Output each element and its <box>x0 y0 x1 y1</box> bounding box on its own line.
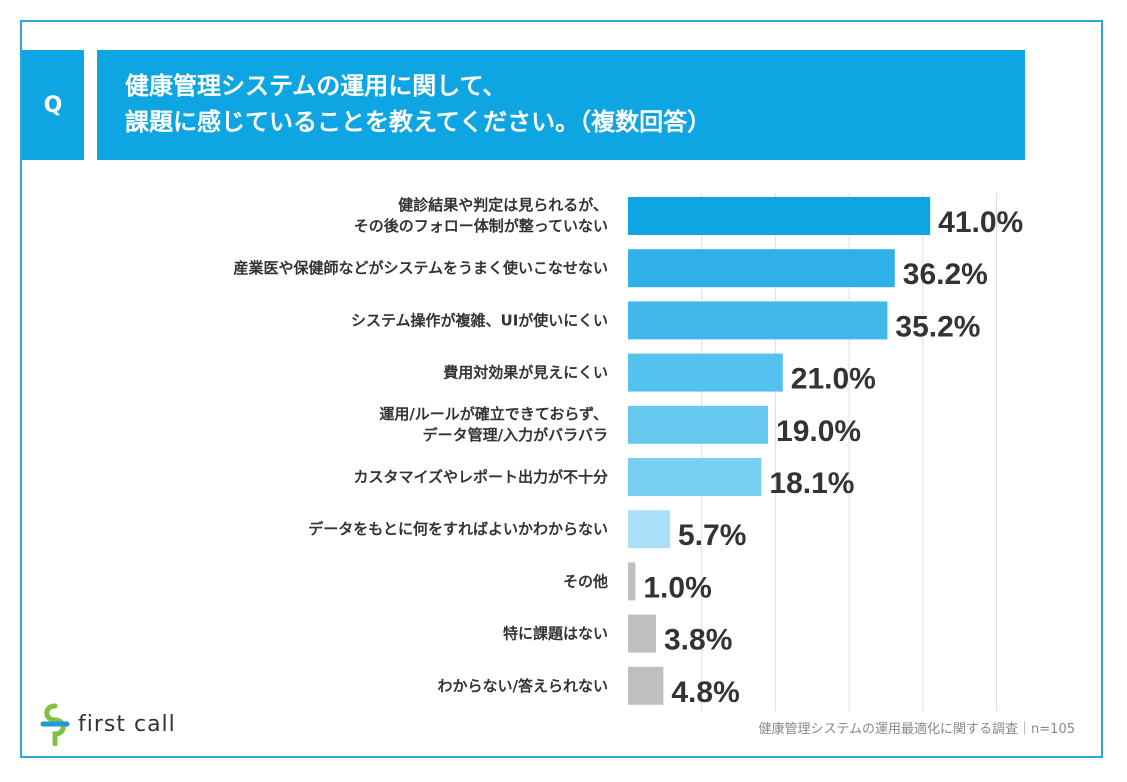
value-label: 19.0% <box>776 415 861 448</box>
brand-name: first call <box>78 711 176 737</box>
category-label: その他 <box>563 572 608 590</box>
category-label: 費用対効果が見えにくい <box>443 364 608 382</box>
category-label: カスタマイズやレポート出力が不十分 <box>353 468 608 486</box>
bar <box>628 666 664 705</box>
value-label: 1.0% <box>643 571 711 604</box>
value-label: 5.7% <box>678 519 746 552</box>
value-label: 18.1% <box>769 467 854 500</box>
category-label: データをもとに何をすればよいかわからない <box>308 520 608 538</box>
value-label: 4.8% <box>671 676 739 709</box>
title-line-1: 健康管理システムの運用に関して、 <box>125 72 507 100</box>
chart-frame: Q 健康管理システムの運用に関して、 課題に感じていることを教えてください。（複… <box>20 20 1103 758</box>
bar <box>628 614 657 653</box>
first-call-logo-icon <box>40 703 70 746</box>
value-label: 35.2% <box>895 310 980 343</box>
question-badge: Q <box>22 50 84 160</box>
bar-chart: 41.0% 健診結果や判定は見られるが、その後のフォロー体制が整っていない 36.2… <box>233 193 1023 711</box>
bar <box>628 301 888 340</box>
bar <box>628 353 783 392</box>
bar <box>628 249 895 288</box>
title-line-2: 課題に感じていることを教えてください。（複数回答） <box>125 108 712 136</box>
question-label: Q <box>43 92 63 118</box>
bar <box>628 510 671 549</box>
bar <box>628 405 769 444</box>
bar <box>628 197 931 235</box>
value-label: 36.2% <box>903 258 988 291</box>
category-label: 健診結果や判定は見られるが、 <box>398 196 608 214</box>
category-label: 産業医や保健師などがシステムをうまく使いこなせない <box>233 259 608 277</box>
category-label: システム操作が複雑、UIが使いにくい <box>351 311 608 329</box>
value-label: 41.0% <box>938 206 1023 239</box>
category-label: 運用/ルールが確立できておらず、 <box>379 405 608 423</box>
question-title: 健康管理システムの運用に関して、 課題に感じていることを教えてください。（複数回… <box>97 50 1025 160</box>
category-label: データ管理/入力がバラバラ <box>423 426 608 444</box>
brand-logo: first call <box>40 702 176 746</box>
category-label: わからない/答えられない <box>438 677 608 695</box>
category-label: 特に課題はない <box>503 625 608 643</box>
bar <box>628 562 636 601</box>
category-label: その後のフォロー体制が整っていない <box>354 217 608 235</box>
bar <box>628 458 762 496</box>
value-label: 21.0% <box>791 363 876 396</box>
value-label: 3.8% <box>664 624 732 657</box>
source-note: 健康管理システムの運用最適化に関する調査｜n=105 <box>758 722 1075 737</box>
